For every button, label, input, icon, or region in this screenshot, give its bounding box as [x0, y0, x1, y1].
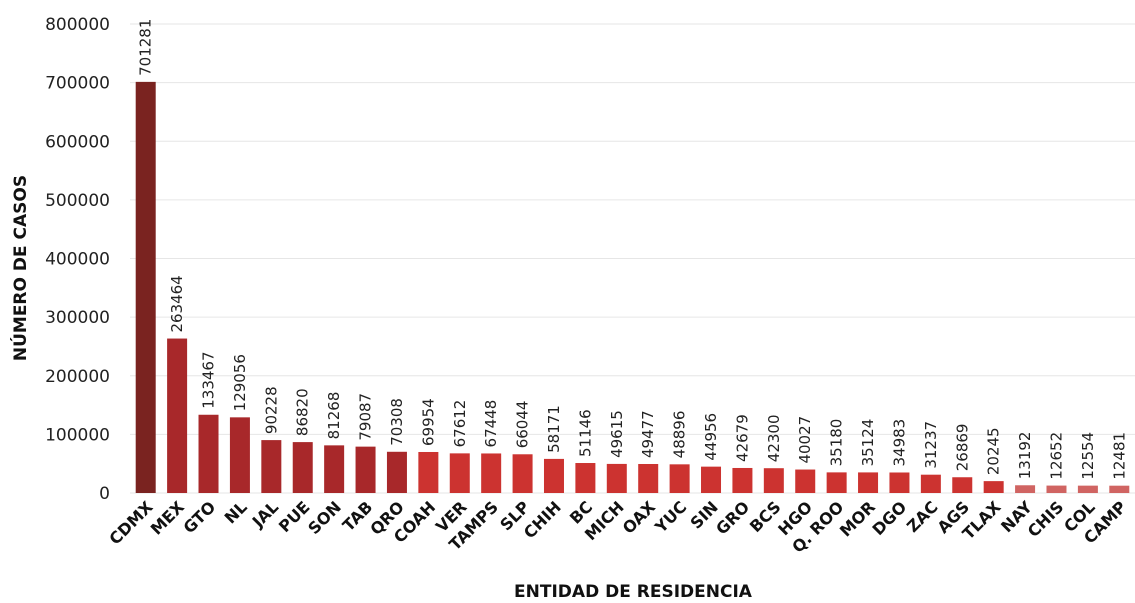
bar [543, 458, 564, 493]
bar [858, 472, 879, 493]
data-labels: 701281 263464 133467 129056 90228 86820 81268 7… [137, 19, 1129, 480]
x-tick-label: CHIS [1024, 497, 1068, 541]
y-tick-label: 600000 [45, 132, 110, 152]
bar [1077, 485, 1098, 493]
x-tick-label: GRO [712, 497, 753, 538]
bar [920, 474, 941, 493]
data-label: 51146 [576, 409, 594, 457]
data-label: 66044 [514, 401, 532, 449]
bar [638, 463, 659, 493]
data-label: 26869 [953, 424, 971, 472]
data-label: 67612 [451, 400, 469, 448]
bar [512, 454, 533, 493]
y-tick-label: 300000 [45, 308, 110, 328]
x-tick-label: MEX [147, 497, 189, 539]
x-tick-label: PUE [275, 497, 314, 536]
bar [606, 463, 627, 493]
bar [229, 417, 250, 493]
x-tick-label: GTO [179, 497, 219, 537]
data-label: 67448 [482, 400, 500, 448]
gridlines [130, 23, 1135, 494]
y-axis-title: NÚMERO DE CASOS [9, 175, 31, 361]
data-label: 34983 [890, 419, 908, 467]
y-tick-label: 200000 [45, 367, 110, 387]
data-label: 81268 [325, 392, 343, 440]
x-tick-label: JAL [248, 497, 282, 531]
data-label: 701281 [137, 19, 155, 76]
bar [324, 445, 345, 493]
bar [135, 81, 156, 493]
data-label: 86820 [294, 388, 312, 436]
bar [292, 442, 313, 493]
data-label: 129056 [231, 354, 249, 411]
bar [1046, 485, 1067, 493]
y-tick-label: 800000 [45, 15, 110, 35]
bar [701, 466, 722, 493]
x-tick-label: DGO [869, 497, 911, 539]
y-axis-ticks: 0 100000 200000 300000 400000 500000 600000 700… [45, 15, 110, 504]
data-label: 35124 [859, 419, 877, 467]
y-tick-label: 400000 [45, 250, 110, 270]
bar [952, 477, 973, 493]
bar [418, 451, 439, 493]
bar [355, 446, 376, 493]
data-label: 263464 [168, 275, 186, 332]
data-label: 42679 [733, 414, 751, 462]
data-label: 12481 [1110, 432, 1128, 480]
bar [449, 453, 470, 493]
data-label: 20245 [985, 427, 1003, 475]
data-label: 90228 [262, 386, 280, 434]
data-label: 35180 [828, 419, 846, 467]
bar [261, 440, 282, 493]
data-label: 49477 [639, 410, 657, 458]
y-tick-label: 700000 [45, 74, 110, 94]
y-tick-label: 500000 [45, 191, 110, 211]
bar [167, 338, 188, 493]
data-label: 12652 [1047, 432, 1065, 480]
x-tick-label: NL [221, 497, 251, 527]
data-label: 58171 [545, 405, 563, 453]
bars [135, 81, 1130, 493]
data-label: 49615 [608, 410, 626, 458]
bar [1109, 485, 1130, 493]
data-label: 79087 [357, 393, 375, 441]
bar [481, 453, 502, 493]
bar [732, 467, 753, 493]
bar [889, 472, 910, 493]
bar [795, 469, 816, 493]
data-label: 48896 [671, 411, 689, 459]
bar [575, 463, 596, 493]
x-tick-label: ZAC [903, 497, 942, 536]
bar [763, 468, 784, 493]
x-tick-label: YUC [651, 497, 691, 537]
x-tick-label: OAX [619, 497, 660, 538]
x-tick-label: MOR [836, 497, 879, 540]
data-label: 40027 [796, 416, 814, 464]
bar [1015, 485, 1036, 493]
bar [669, 464, 690, 493]
data-label: 42300 [765, 414, 783, 462]
data-label: 44956 [702, 413, 720, 461]
bar [198, 414, 219, 493]
bar [826, 472, 847, 493]
data-label: 133467 [200, 351, 218, 408]
data-label: 70308 [388, 398, 406, 446]
data-label: 12554 [1079, 432, 1097, 480]
x-tick-label: SON [304, 497, 345, 538]
y-tick-label: 100000 [45, 425, 110, 445]
data-label: 69954 [419, 398, 437, 446]
bar [983, 481, 1004, 493]
x-axis-title: ENTIDAD DE RESIDENCIA [514, 582, 753, 602]
data-label: 31237 [922, 421, 940, 469]
bar [386, 451, 407, 493]
data-label: 13192 [1016, 432, 1034, 480]
y-tick-label: 0 [99, 484, 110, 504]
